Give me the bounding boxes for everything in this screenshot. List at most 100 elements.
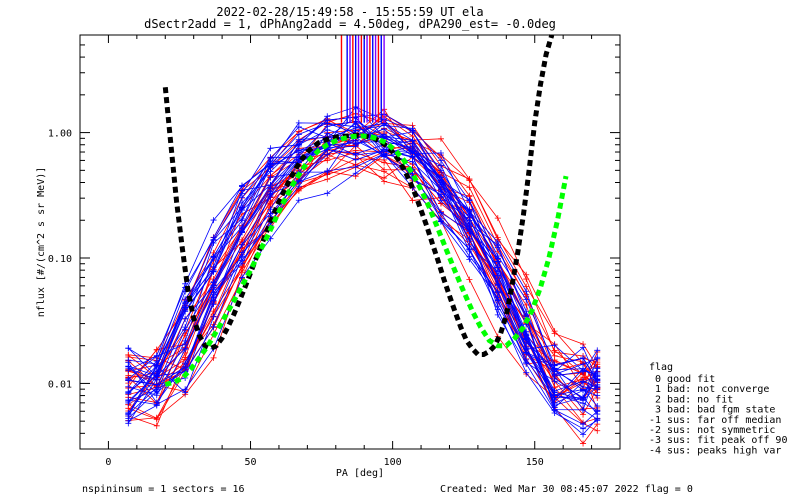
x-tick-label: 100 <box>384 457 402 468</box>
red-marker <box>466 177 473 184</box>
blue-marker <box>267 181 274 188</box>
blue-marker <box>580 367 587 374</box>
blue-marker <box>580 421 587 428</box>
blue-marker <box>153 371 160 378</box>
blue-marker <box>210 301 217 308</box>
blue-marker <box>494 281 501 288</box>
blue-marker <box>182 389 189 396</box>
blue-marker <box>182 337 189 344</box>
blue-marker <box>551 388 558 395</box>
plot-frame <box>79 34 621 450</box>
red-marker <box>409 197 416 204</box>
blue-trace <box>127 136 598 430</box>
blue-marker <box>210 217 217 224</box>
red-marker <box>125 351 132 358</box>
blue-marker <box>580 387 587 394</box>
blue-trace <box>128 153 598 405</box>
fit-curves <box>162 34 569 387</box>
blue-marker <box>523 296 530 303</box>
legend-item: -3 sus: fit peak off 90 <box>649 435 787 446</box>
red-trace <box>128 113 598 387</box>
blue-marker <box>437 149 444 156</box>
blue-marker <box>267 145 274 152</box>
green-dashed-fit-curve <box>164 133 569 387</box>
blue-marker <box>466 226 473 233</box>
x-axis-label: PA [deg] <box>336 468 384 479</box>
blue-marker <box>352 163 359 170</box>
y-axis-label: nflux [#/(cm^2 s sr MeV)] <box>36 167 47 318</box>
blue-marker <box>494 272 501 279</box>
blue-marker <box>437 197 444 204</box>
blue-marker <box>182 360 189 367</box>
blue-marker <box>409 158 416 165</box>
blue-marker <box>324 190 331 197</box>
blue-marker <box>239 182 245 189</box>
blue-marker <box>295 141 302 148</box>
blue-marker <box>295 183 302 190</box>
blue-marker <box>267 206 274 213</box>
blue-marker <box>594 403 601 410</box>
legend-item: 2 bad: no fit <box>649 394 733 405</box>
legend-item: 3 bad: bad fgm state <box>649 405 775 416</box>
blue-marker <box>523 360 530 367</box>
y-tick-label: 0.01 <box>48 379 72 390</box>
vertical-bars <box>340 35 385 123</box>
red-trace <box>128 120 598 424</box>
blue-marker <box>594 411 601 418</box>
red-marker <box>523 276 530 283</box>
blue-marker <box>523 369 530 376</box>
blue-marker <box>594 371 601 378</box>
red-marker <box>494 215 501 222</box>
blue-marker <box>125 359 132 366</box>
blue-marker <box>580 394 587 401</box>
blue-marker <box>182 346 189 353</box>
blue-marker <box>182 296 189 303</box>
blue-marker <box>324 169 331 176</box>
blue-marker <box>409 149 416 156</box>
blue-marker <box>295 146 302 153</box>
legend-title: flag <box>649 362 673 373</box>
blue-trace <box>127 128 598 414</box>
blue-marker <box>466 197 473 204</box>
red-marker <box>153 414 160 421</box>
blue-marker <box>267 193 274 200</box>
blue-marker <box>267 174 274 181</box>
blue-marker <box>210 323 217 330</box>
blue-marker <box>580 378 587 385</box>
blue-traces <box>125 103 601 438</box>
blue-marker <box>182 315 189 322</box>
blue-marker <box>437 209 444 216</box>
blue-marker <box>324 130 331 137</box>
blue-marker <box>352 151 359 158</box>
x-tick-label: 50 <box>245 457 257 468</box>
red-marker <box>594 427 601 434</box>
blue-marker <box>210 253 217 260</box>
blue-marker <box>466 237 473 244</box>
red-marker <box>210 354 217 361</box>
blue-trace <box>128 116 598 404</box>
blue-marker <box>125 345 132 352</box>
blue-marker <box>466 253 473 260</box>
blue-trace <box>127 117 598 435</box>
blue-marker <box>437 181 444 188</box>
blue-marker <box>551 342 558 349</box>
blue-marker <box>551 375 558 382</box>
blue-marker <box>324 120 331 127</box>
blue-marker <box>594 416 601 423</box>
footer-left: nspininsum = 1 sectors = 16 <box>82 484 245 495</box>
blue-marker <box>153 402 160 409</box>
red-marker <box>466 184 473 191</box>
chart-title-line1: 2022-02-28/15:49:58 - 15:55:59 UT ela <box>216 5 483 19</box>
blue-marker <box>267 154 274 161</box>
blue-marker <box>523 346 530 353</box>
blue-marker <box>352 124 359 131</box>
legend-item: 0 good fit <box>649 374 715 385</box>
y-tick-label: 0.10 <box>48 254 72 265</box>
blue-marker <box>437 167 444 174</box>
legend-item: -4 sus: peaks high var <box>649 445 781 456</box>
blue-trace <box>128 153 598 386</box>
y-tick-label: 1.00 <box>48 129 72 140</box>
blue-marker <box>437 188 444 195</box>
blue-marker <box>125 365 132 372</box>
blue-marker <box>381 131 388 138</box>
